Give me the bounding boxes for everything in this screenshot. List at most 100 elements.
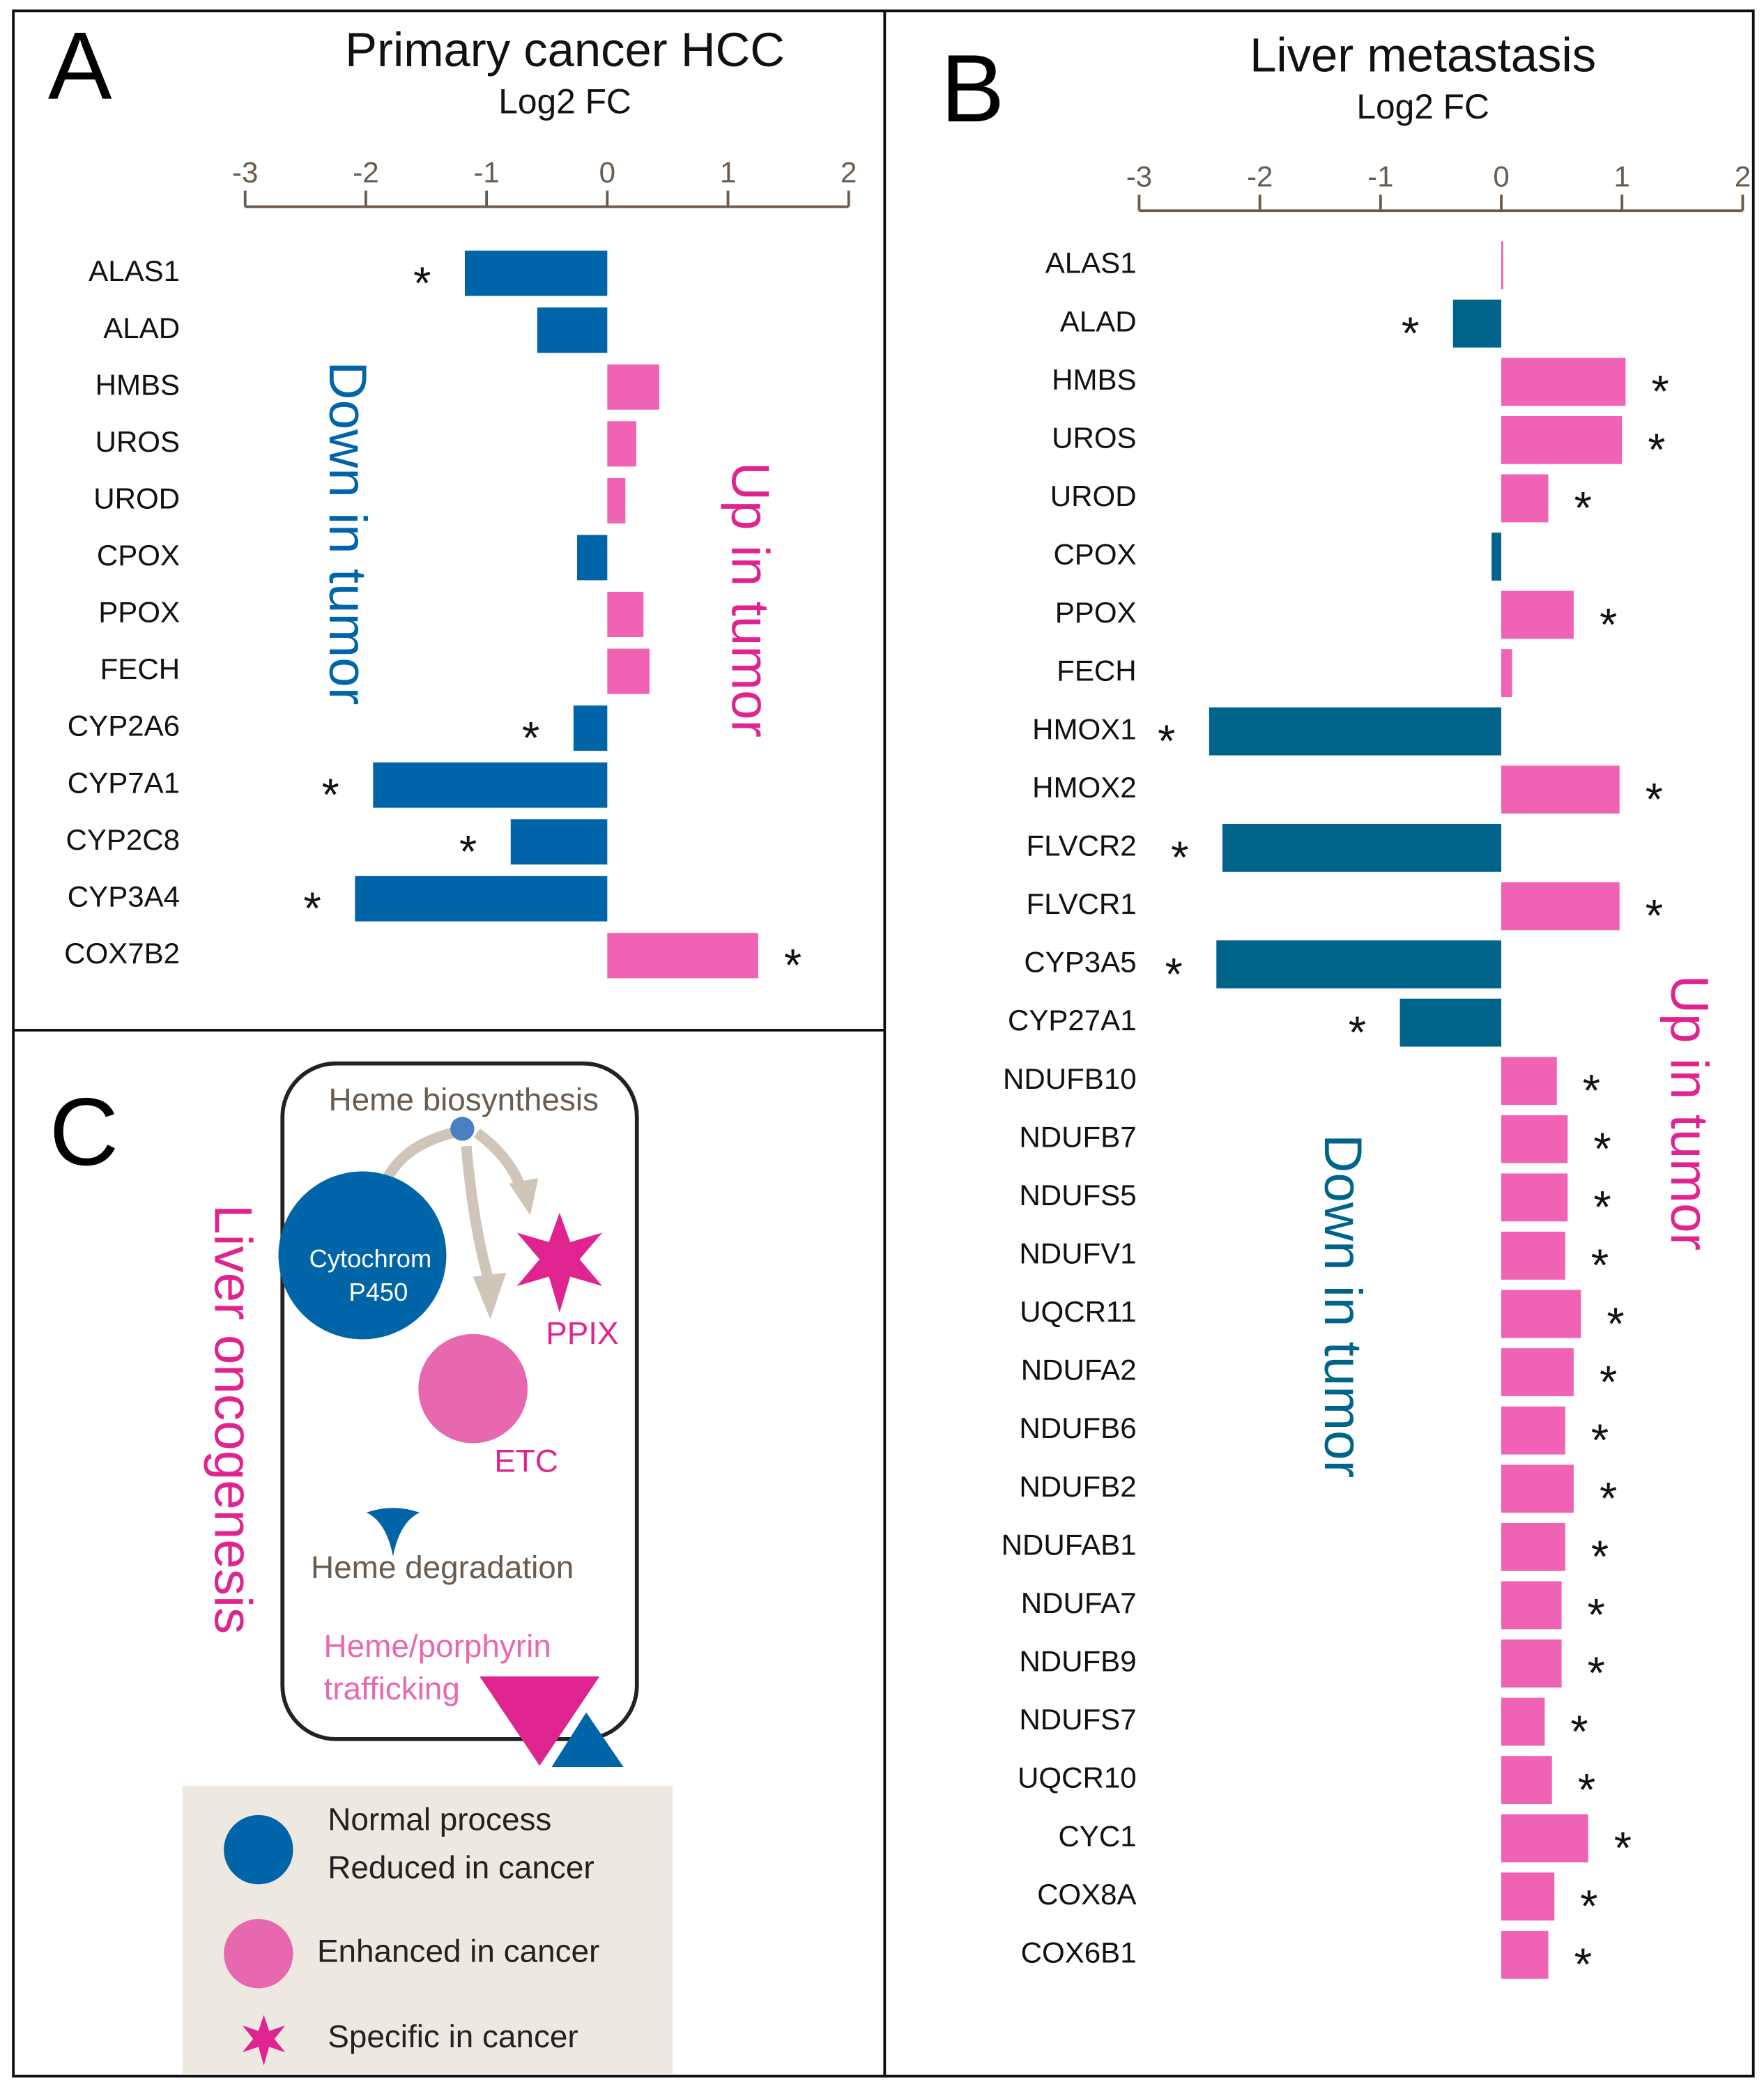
bar (1501, 765, 1620, 814)
bar (1501, 1115, 1568, 1163)
bar (1501, 1814, 1588, 1863)
significance-mark: * (1606, 1298, 1624, 1349)
bar (1209, 707, 1502, 756)
node (450, 1117, 475, 1141)
bar (1501, 1639, 1562, 1688)
bar (1501, 358, 1626, 406)
y-tick-label: COX6B1 (1021, 1936, 1137, 1968)
bar (1501, 1406, 1565, 1455)
bar (607, 477, 626, 523)
bar (607, 364, 659, 410)
bar (1399, 998, 1502, 1047)
y-tick-label: NDUFB7 (1019, 1120, 1136, 1153)
bar (1501, 882, 1620, 931)
panel-letter: C (49, 1078, 118, 1186)
significance-mark: * (1402, 307, 1419, 358)
axis-label: Log2 FC (1356, 87, 1489, 126)
label: P450 (348, 1278, 408, 1306)
panel-letter: B (941, 35, 1005, 142)
bar (1501, 1057, 1557, 1106)
significance-mark: * (1651, 366, 1669, 417)
significance-mark: * (1648, 425, 1665, 475)
y-tick-label: NDUFS5 (1019, 1179, 1136, 1211)
bar (607, 421, 636, 467)
y-tick-label: ALAS1 (89, 254, 180, 287)
y-tick-label: ALAD (1060, 305, 1137, 337)
bar (1222, 823, 1502, 872)
y-tick-label: PPOX (1055, 596, 1137, 629)
bar (1501, 1872, 1555, 1921)
cell (280, 1061, 639, 1741)
y-tick-label: CPOX (97, 539, 180, 572)
chart-title: Liver metastasis (1250, 28, 1596, 82)
y-tick-label: FLVCR2 (1027, 829, 1137, 862)
y-tick-label: NDUFB9 (1019, 1645, 1136, 1678)
y-tick-label: UQCR10 (1018, 1761, 1137, 1794)
legend-swatch (242, 2015, 286, 2066)
significance-mark: * (459, 826, 477, 877)
bar (1501, 1173, 1568, 1222)
significance-mark: * (1158, 716, 1175, 767)
bar (464, 250, 608, 296)
significance-mark: * (1593, 1124, 1611, 1175)
significance-mark: * (1588, 1589, 1605, 1640)
label: Heme degradation (311, 1549, 574, 1585)
label: Heme/porphyrin (324, 1628, 551, 1664)
trafficking-icon (551, 1712, 624, 1768)
bar (1501, 415, 1623, 464)
y-tick-label: FECH (1057, 655, 1136, 687)
legend-swatch (224, 1918, 293, 1989)
significance-mark: * (1646, 890, 1663, 941)
legend-label: Enhanced in cancer (317, 1933, 599, 1969)
annotation: Up in tumor (1659, 975, 1719, 1251)
significance-mark: * (1591, 1531, 1609, 1582)
significance-mark: * (304, 883, 321, 934)
y-tick-label: UROS (1052, 421, 1136, 454)
legend-label: Normal process (328, 1801, 551, 1837)
diagram-title: Liver oncogenesis (204, 1205, 263, 1634)
significance-mark: * (1583, 1065, 1600, 1116)
axis-label: Log2 FC (498, 82, 631, 121)
y-tick-label: UROD (93, 482, 180, 514)
significance-mark: * (322, 769, 339, 820)
bar (1216, 940, 1502, 988)
y-tick-label: PPOX (98, 596, 180, 629)
significance-mark: * (1580, 1881, 1597, 1932)
y-tick-label: HMBS (1052, 363, 1136, 396)
y-tick-label: CYC1 (1058, 1819, 1136, 1852)
significance-mark: * (1593, 1182, 1611, 1232)
annotation: Down in tumor (1313, 1134, 1372, 1478)
x-tick-label: 1 (1614, 160, 1630, 192)
y-tick-label: NDUFB10 (1003, 1062, 1137, 1095)
significance-mark: * (1574, 1939, 1592, 1990)
y-tick-label: UROS (95, 425, 180, 458)
y-tick-label: NDUFAB1 (1002, 1528, 1137, 1561)
bar (1491, 533, 1502, 581)
annotation: Down in tumor (318, 361, 377, 705)
y-tick-label: ALAS1 (1045, 247, 1137, 280)
bar (355, 876, 608, 922)
significance-mark: * (1165, 949, 1182, 1000)
significance-mark: * (1171, 832, 1188, 883)
bar (1501, 474, 1549, 523)
node (278, 1171, 447, 1340)
bar (1501, 1697, 1545, 1746)
bar (1501, 241, 1503, 290)
label: PPIX (546, 1315, 619, 1351)
y-tick-label: CYP2A6 (68, 710, 180, 742)
label: Heme biosynthesis (329, 1081, 599, 1117)
x-tick-label: 0 (599, 156, 615, 189)
label: trafficking (324, 1670, 460, 1706)
bar (1501, 1756, 1552, 1805)
significance-mark: * (1600, 599, 1617, 650)
bar (607, 648, 650, 694)
node (418, 1333, 528, 1444)
star (516, 1212, 603, 1313)
bar (510, 819, 608, 865)
x-tick-label: -1 (473, 156, 499, 189)
x-tick-label: 2 (1735, 160, 1751, 192)
y-tick-label: CYP27A1 (1008, 1004, 1137, 1037)
x-tick-label: -3 (232, 156, 258, 189)
